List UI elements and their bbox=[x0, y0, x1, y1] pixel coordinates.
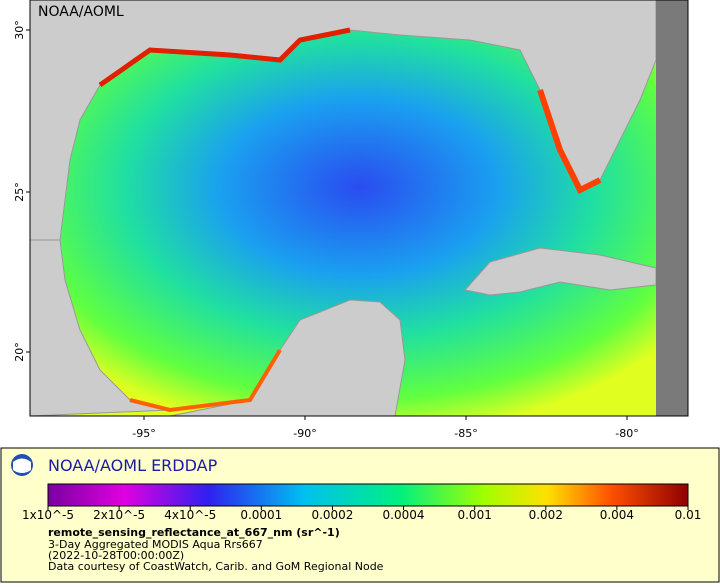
credit: NOAA/AOML bbox=[38, 4, 124, 20]
legend-line: 3-Day Aggregated MODIS Aqua Rrs667 bbox=[48, 538, 263, 551]
coastal-high bbox=[98, 27, 351, 88]
axes: 30° 25° 20° -95° -90° -85° -80° bbox=[13, 20, 639, 440]
colorbar-label: 4x10^-5 bbox=[164, 508, 216, 522]
map-frame bbox=[29, 0, 689, 417]
legend: NOAA/AOML ERDDAP remote_sensing_reflecta… bbox=[0, 447, 720, 583]
lon-label: -80° bbox=[615, 427, 638, 440]
colorbar-label: 0.0001 bbox=[240, 508, 282, 522]
lon-label: -95° bbox=[132, 427, 155, 440]
coastal-high bbox=[129, 348, 282, 413]
mexico-land bbox=[29, 239, 171, 417]
lat-label: 25° bbox=[13, 182, 26, 202]
no-data-strip bbox=[656, 0, 688, 416]
colorbar-label: 0.002 bbox=[529, 508, 563, 522]
lon-label: -90° bbox=[293, 427, 316, 440]
map: NOAA/AOML bbox=[29, 0, 689, 417]
colorbar-label: 0.01 bbox=[675, 508, 702, 522]
noaa-logo-bird bbox=[13, 458, 31, 473]
legend-title: NOAA/AOML ERDDAP bbox=[48, 456, 218, 475]
lon-label: -85° bbox=[454, 427, 477, 440]
colorbar bbox=[47, 483, 689, 507]
legend-box bbox=[0, 447, 720, 583]
legend-line: Data courtesy of CoastWatch, Carib. and … bbox=[48, 560, 384, 573]
colorbar-label: 0.004 bbox=[600, 508, 634, 522]
lat-label: 30° bbox=[13, 20, 26, 40]
colorbar-label: 0.001 bbox=[457, 508, 491, 522]
colorbar-label: 0.0002 bbox=[311, 508, 353, 522]
coastal-high bbox=[537, 89, 602, 195]
colorbar-label: 2x10^-5 bbox=[93, 508, 145, 522]
variable: remote_sensing_reflectance_at_667_nm (sr… bbox=[48, 526, 340, 539]
colorbar-label: 0.0004 bbox=[383, 508, 425, 522]
lat-label: 20° bbox=[13, 342, 26, 362]
north-america-land bbox=[29, 0, 657, 241]
colorbar-label: 1x10^-5 bbox=[22, 508, 74, 522]
legend-line: (2022-10-28T00:00:00Z) bbox=[48, 549, 184, 562]
